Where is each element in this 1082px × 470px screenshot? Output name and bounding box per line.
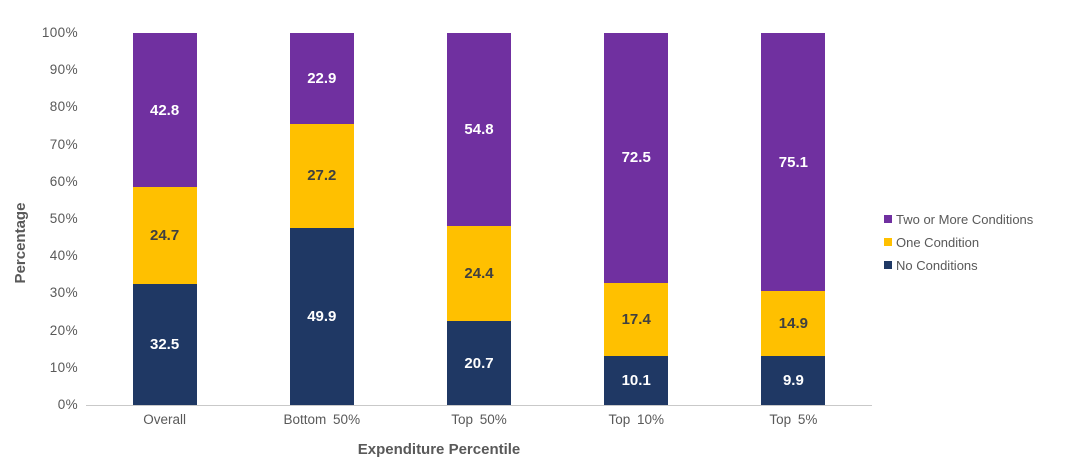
legend-item-one-condition: One Condition [884,234,1033,250]
x-axis-title: Expenditure Percentile [357,441,521,458]
bar-top-5: 9.9 14.9 75.1 [761,33,826,405]
legend-label: No Conditions [896,257,978,273]
segment-no-conditions-overall: 32.5 [132,283,197,405]
value-label: 14.9 [778,315,808,333]
y-tick-label-60: 60% [49,173,78,189]
y-tick-label-50: 50% [49,211,78,226]
bar-overall: 32.5 24.7 42.8 [132,33,197,405]
x-category-label-bottom-50: Bottom 50% [283,412,361,427]
value-label: 10.1 [621,371,651,389]
value-label: 72.5 [621,149,651,167]
legend-swatch-icon [884,215,892,223]
bar-slot-top-10: 10.1 17.4 72.5 [558,33,715,405]
segment-one-condition-top-5: 14.9 [761,291,826,357]
y-tick-label-40: 40% [49,248,78,264]
value-label: 54.8 [464,121,494,139]
x-category-label-top-50: Top 50% [451,412,507,427]
value-label: 24.7 [149,227,180,245]
segment-one-condition-bottom-50: 27.2 [289,123,354,228]
segment-no-conditions-bottom-50: 49.9 [289,227,354,405]
segment-no-conditions-top-50: 20.7 [447,321,511,405]
segment-no-conditions-top-10: 10.1 [604,355,669,405]
value-label: 27.2 [307,167,337,185]
y-tick-label-90: 90% [49,62,78,78]
plot-area: 32.5 24.7 42.8 49.9 27.2 22.9 20.7 24.4 54.8 10.1… [86,33,872,406]
y-tick-label-100: 100% [41,25,78,40]
bar-slot-top-5: 9.9 14.9 75.1 [715,33,872,405]
segment-two-or-more-conditions-overall: 42.8 [132,33,197,188]
value-label: 32.5 [149,335,180,353]
bar-top-50: 20.7 24.4 54.8 [447,33,511,405]
value-label: 20.7 [464,354,494,372]
legend-label: Two or More Conditions [896,211,1034,227]
bar-bottom-50: 49.9 27.2 22.9 [289,33,354,405]
value-label: 42.8 [149,101,180,119]
x-category-label-overall: Overall [143,412,186,427]
value-label: 24.4 [464,265,494,283]
segment-two-or-more-conditions-top-50: 54.8 [447,33,511,227]
y-tick-label-10: 10% [49,359,78,375]
value-label: 49.9 [307,307,337,325]
legend-swatch-icon [884,238,892,246]
x-axis-category-labels: Overall Bottom 50% Top 50% Top 10% Top 5% [86,412,872,427]
x-category-label-top-10: Top 10% [608,412,664,427]
segment-two-or-more-conditions-bottom-50: 22.9 [289,33,354,124]
legend-item-two-or-more-conditions: Two or More Conditions [884,211,1033,227]
y-tick-label-0: 0% [57,397,78,412]
value-label: 75.1 [778,153,808,171]
y-tick-label-80: 80% [49,99,78,115]
y-tick-label-70: 70% [49,136,78,152]
y-tick-label-30: 30% [49,285,78,301]
value-label: 17.4 [621,310,651,328]
x-category-label-top-5: Top 5% [769,412,818,427]
bar-slot-bottom-50: 49.9 27.2 22.9 [243,33,400,405]
legend-item-no-conditions: No Conditions [884,257,1033,273]
value-label: 22.9 [307,69,337,87]
segment-one-condition-top-10: 17.4 [604,282,669,356]
bar-slot-top-50: 20.7 24.4 54.8 [400,33,557,405]
segment-two-or-more-conditions-top-5: 75.1 [761,33,826,292]
value-label: 9.9 [782,372,804,390]
bar-slot-overall: 32.5 24.7 42.8 [86,33,243,405]
segment-one-condition-top-50: 24.4 [447,226,511,322]
legend-label: One Condition [896,234,980,250]
segment-no-conditions-top-5: 9.9 [761,356,826,405]
segment-one-condition-overall: 24.7 [132,187,197,284]
legend-swatch-icon [884,261,892,269]
y-tick-label-20: 20% [49,322,78,338]
legend: Two or More Conditions One Condition No Co… [884,211,1033,280]
segment-two-or-more-conditions-top-10: 72.5 [604,33,669,283]
bar-top-10: 10.1 17.4 72.5 [604,33,669,405]
